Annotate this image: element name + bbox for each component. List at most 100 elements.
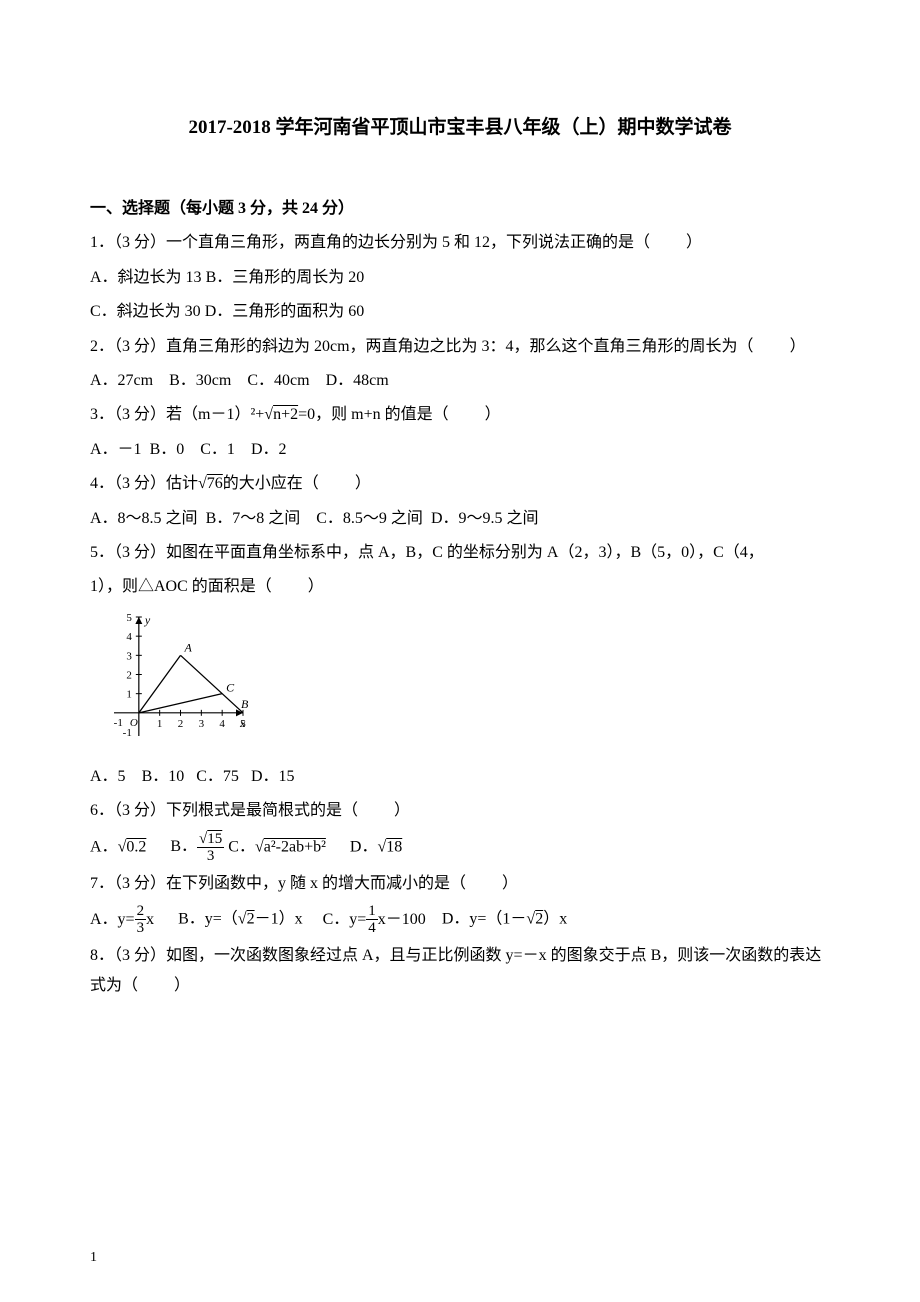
q1-options-row2: C．斜边长为 30 D．三角形的面积为 60 bbox=[90, 297, 830, 327]
q2-opt-c: C．40cm bbox=[247, 372, 309, 389]
q1-opt-c: C．斜边长为 30 bbox=[90, 303, 201, 320]
q7-opt-b-post: －1）x bbox=[255, 911, 303, 928]
q5-options: A．5 B．10 C．75 D．15 bbox=[90, 762, 830, 792]
q4-stem-post: 的大小应在（ bbox=[223, 475, 319, 492]
q6-opt-b-num-radicand: 15 bbox=[207, 831, 222, 847]
q5-opt-d: D．15 bbox=[251, 768, 295, 785]
svg-text:3: 3 bbox=[126, 650, 132, 662]
q2-stem: 2．（3 分）直角三角形的斜边为 20cm，两直角边之比为 3：4，那么这个直角… bbox=[90, 338, 754, 355]
sqrt-icon: √ bbox=[377, 838, 386, 855]
q7-opt-c-den: 4 bbox=[366, 920, 378, 937]
svg-text:5: 5 bbox=[126, 612, 132, 624]
question-8: 8．（3 分）如图，一次函数图象经过点 A，且与正比例函数 y=－x 的图象交于… bbox=[90, 941, 830, 1002]
q4-sqrt-radicand: 76 bbox=[207, 475, 223, 492]
q5-opt-a: A．5 bbox=[90, 768, 126, 785]
svg-text:-1: -1 bbox=[123, 727, 132, 739]
q4-opt-a: A．8～8.5 之间 bbox=[90, 510, 198, 527]
question-1: 1．（3 分）一个直角三角形，两直角的边长分别为 5 和 12，下列说法正确的是… bbox=[90, 228, 830, 258]
question-2: 2．（3 分）直角三角形的斜边为 20cm，两直角边之比为 3：4，那么这个直角… bbox=[90, 332, 830, 362]
svg-text:2: 2 bbox=[126, 669, 132, 681]
q3-opt-c: C．1 bbox=[200, 441, 235, 458]
q3-opt-a: A．－1 bbox=[90, 441, 142, 458]
svg-text:B: B bbox=[241, 697, 249, 711]
svg-text:4: 4 bbox=[219, 718, 225, 730]
page-title: 2017-2018 学年河南省平顶山市宝丰县八年级（上）期中数学试卷 bbox=[90, 110, 830, 146]
q4-opt-b: B．7～8 之间 bbox=[206, 510, 301, 527]
q6-opt-d-radicand: 18 bbox=[386, 838, 402, 855]
q7-opt-b-pre: B．y=（ bbox=[178, 911, 238, 928]
svg-text:1: 1 bbox=[126, 688, 132, 700]
svg-text:A: A bbox=[184, 640, 193, 654]
q5-opt-c: C．75 bbox=[196, 768, 239, 785]
question-3: 3．（3 分）若（m－1）²+√n+2=0，则 m+n 的值是（） bbox=[90, 400, 830, 430]
q3-options: A．－1 B．0 C．1 D．2 bbox=[90, 435, 830, 465]
q3-stem-pre: 3．（3 分）若（m－1）²+ bbox=[90, 406, 264, 423]
question-4: 4．（3 分）估计√76的大小应在（） bbox=[90, 469, 830, 499]
svg-text:4: 4 bbox=[126, 631, 132, 643]
svg-text:2: 2 bbox=[178, 718, 184, 730]
q2-opt-d: D．48cm bbox=[326, 372, 389, 389]
svg-text:3: 3 bbox=[199, 718, 205, 730]
q6-opt-b-den: 3 bbox=[197, 848, 224, 865]
q7-stem: 7．（3 分）在下列函数中，y 随 x 的增大而减小的是（ bbox=[90, 875, 466, 892]
svg-text:-1: -1 bbox=[114, 717, 123, 729]
q6-options: A．√0.2 B．√153 C．√a²-2ab+b² D．√18 bbox=[90, 831, 830, 865]
q2-opt-b: B．30cm bbox=[169, 372, 231, 389]
q6-opt-d-pre: D． bbox=[350, 838, 378, 855]
q7-opt-c-num: 1 bbox=[366, 903, 378, 921]
q1-stem: 1．（3 分）一个直角三角形，两直角的边长分别为 5 和 12，下列说法正确的是… bbox=[90, 234, 650, 251]
q4-stem-pre: 4．（3 分）估计 bbox=[90, 475, 198, 492]
sqrt-icon: √ bbox=[526, 911, 535, 928]
question-5: 5．（3 分）如图在平面直角坐标系中，点 A，B，C 的坐标分别为 A（2，3）… bbox=[90, 538, 830, 568]
q4-options: A．8～8.5 之间 B．7～8 之间 C．8.5～9 之间 D．9～9.5 之… bbox=[90, 504, 830, 534]
q6-opt-c-radicand: a²-2ab+b² bbox=[264, 838, 326, 855]
coordinate-chart: 1234512345O-1-1xyABC bbox=[90, 609, 255, 754]
q3-stem-post: =0，则 m+n 的值是（ bbox=[298, 406, 449, 423]
q7-opt-a-pre: A．y= bbox=[90, 911, 135, 928]
q7-opt-d-radicand: 2 bbox=[535, 911, 543, 928]
question-7: 7．（3 分）在下列函数中，y 随 x 的增大而减小的是（） bbox=[90, 869, 830, 899]
q7-options: A．y=23x B．y=（√2－1）x C．y=14x－100 D．y=（1－√… bbox=[90, 903, 830, 937]
q7-opt-d-post: ）x bbox=[543, 911, 567, 928]
q3-opt-b: B．0 bbox=[150, 441, 185, 458]
svg-text:C: C bbox=[226, 680, 235, 694]
q1-options-row1: A．斜边长为 13 B．三角形的周长为 20 bbox=[90, 263, 830, 293]
q5-stem-line2: 1），则△AOC 的面积是（ bbox=[90, 578, 272, 595]
sqrt-icon: √ bbox=[255, 838, 264, 855]
svg-text:1: 1 bbox=[157, 718, 163, 730]
q5-stem-line1: 5．（3 分）如图在平面直角坐标系中，点 A，B，C 的坐标分别为 A（2，3）… bbox=[90, 544, 764, 561]
svg-text:x: x bbox=[239, 716, 246, 730]
q6-opt-b-pre: B． bbox=[170, 838, 197, 855]
q3-sqrt-radicand: n+2 bbox=[273, 406, 298, 423]
q7-opt-a-den: 3 bbox=[135, 920, 147, 937]
q1-opt-d: D．三角形的面积为 60 bbox=[205, 303, 365, 320]
q2-options: A．27cm B．30cm C．40cm D．48cm bbox=[90, 366, 830, 396]
q4-opt-c: C．8.5～9 之间 bbox=[316, 510, 423, 527]
q7-opt-a-num: 2 bbox=[135, 903, 147, 921]
q4-opt-d: D．9～9.5 之间 bbox=[431, 510, 539, 527]
q7-opt-c-pre: C．y= bbox=[323, 911, 367, 928]
q5-figure: 1234512345O-1-1xyABC bbox=[90, 609, 830, 754]
page-number: 1 bbox=[90, 1245, 97, 1272]
q3-opt-d: D．2 bbox=[251, 441, 287, 458]
q6-opt-a-pre: A． bbox=[90, 838, 118, 855]
sqrt-icon: √ bbox=[238, 911, 247, 928]
q2-opt-a: A．27cm bbox=[90, 372, 153, 389]
section-heading: 一、选择题（每小题 3 分，共 24 分） bbox=[90, 194, 830, 224]
question-5-line2: 1），则△AOC 的面积是（） bbox=[90, 572, 830, 602]
q8-stem: 8．（3 分）如图，一次函数图象经过点 A，且与正比例函数 y=－x 的图象交于… bbox=[90, 947, 821, 994]
q5-opt-b: B．10 bbox=[142, 768, 185, 785]
q6-opt-a-radicand: 0.2 bbox=[126, 838, 146, 855]
sqrt-icon: √ bbox=[198, 475, 207, 492]
q7-opt-b-radicand: 2 bbox=[247, 911, 255, 928]
q7-opt-d-pre: D．y=（1－ bbox=[442, 911, 527, 928]
q7-opt-c-post: x－100 bbox=[378, 911, 426, 928]
q6-stem: 6．（3 分）下列根式是最简根式的是（ bbox=[90, 802, 358, 819]
svg-text:y: y bbox=[144, 613, 151, 627]
question-6: 6．（3 分）下列根式是最简根式的是（） bbox=[90, 796, 830, 826]
q1-opt-a: A．斜边长为 13 bbox=[90, 269, 202, 286]
q6-opt-c-pre: C． bbox=[228, 838, 255, 855]
sqrt-icon: √ bbox=[264, 406, 273, 423]
q7-opt-a-post: x bbox=[146, 911, 154, 928]
q1-opt-b: B．三角形的周长为 20 bbox=[206, 269, 365, 286]
